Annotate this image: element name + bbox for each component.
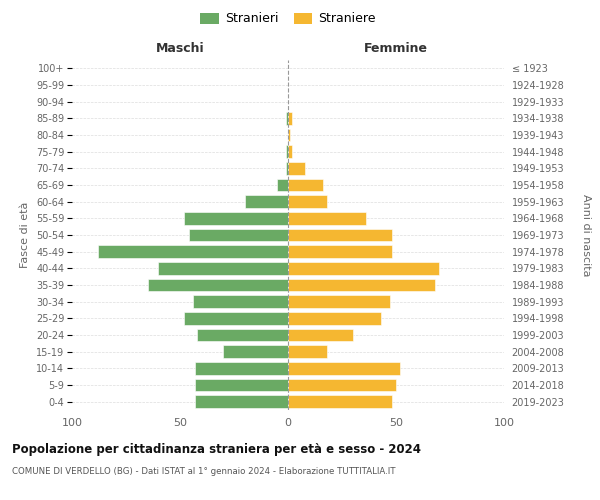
Bar: [148, 279, 288, 291]
Text: Popolazione per cittadinanza straniera per età e sesso - 2024: Popolazione per cittadinanza straniera p…: [12, 442, 421, 456]
Bar: [286, 162, 288, 174]
Y-axis label: Anni di nascita: Anni di nascita: [581, 194, 591, 276]
Legend: Stranieri, Straniere: Stranieri, Straniere: [196, 8, 380, 29]
Bar: [288, 312, 381, 324]
Bar: [195, 396, 288, 408]
Bar: [286, 146, 288, 158]
Bar: [223, 346, 288, 358]
Bar: [288, 262, 439, 274]
Bar: [288, 279, 435, 291]
Text: Femmine: Femmine: [364, 42, 428, 55]
Bar: [184, 312, 288, 324]
Bar: [158, 262, 288, 274]
Bar: [288, 329, 353, 341]
Bar: [288, 246, 392, 258]
Bar: [195, 379, 288, 391]
Bar: [277, 179, 288, 192]
Text: COMUNE DI VERDELLO (BG) - Dati ISTAT al 1° gennaio 2024 - Elaborazione TUTTITALI: COMUNE DI VERDELLO (BG) - Dati ISTAT al …: [12, 468, 395, 476]
Bar: [288, 296, 389, 308]
Y-axis label: Fasce di età: Fasce di età: [20, 202, 31, 268]
Bar: [193, 296, 288, 308]
Text: Maschi: Maschi: [155, 42, 205, 55]
Bar: [288, 362, 400, 374]
Bar: [288, 379, 396, 391]
Bar: [288, 229, 392, 241]
Bar: [288, 196, 327, 208]
Bar: [197, 329, 288, 341]
Bar: [288, 162, 305, 174]
Bar: [288, 212, 366, 224]
Bar: [288, 179, 323, 192]
Bar: [288, 346, 327, 358]
Bar: [288, 396, 392, 408]
Bar: [98, 246, 288, 258]
Bar: [188, 229, 288, 241]
Bar: [288, 112, 292, 124]
Bar: [288, 129, 290, 141]
Bar: [288, 146, 292, 158]
Bar: [184, 212, 288, 224]
Bar: [245, 196, 288, 208]
Bar: [286, 112, 288, 124]
Bar: [195, 362, 288, 374]
